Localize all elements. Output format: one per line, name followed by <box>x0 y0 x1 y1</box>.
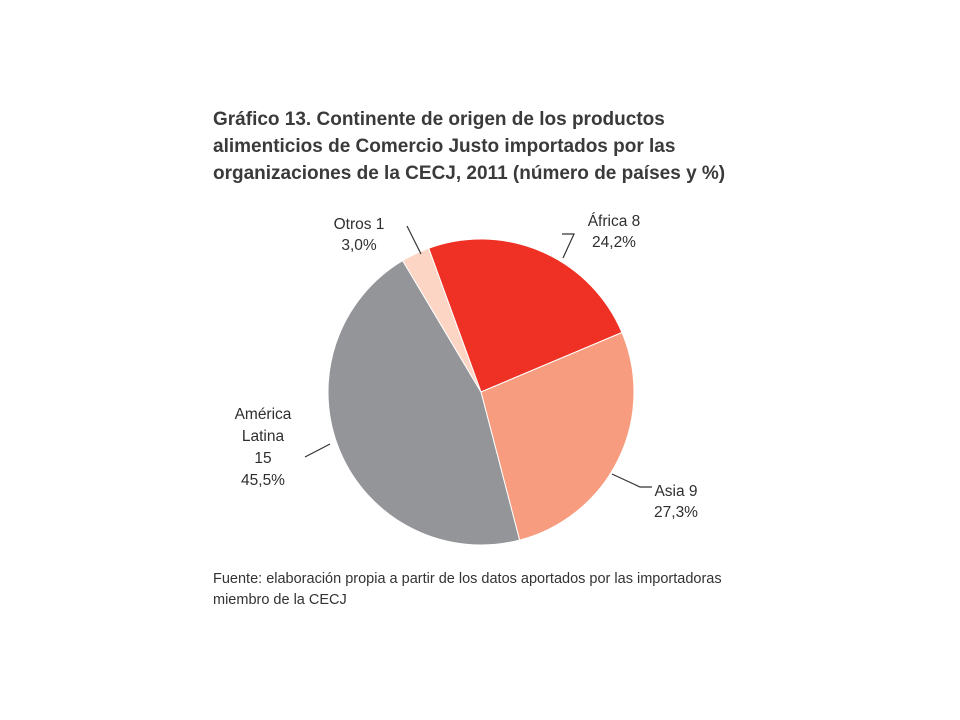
slice-label-line: 45,5% <box>241 472 285 489</box>
leader-line <box>304 443 331 458</box>
slice-label-line: Latina <box>242 428 285 445</box>
leader-line <box>406 225 422 255</box>
slice-label-line: Otros 1 <box>334 216 385 233</box>
slice-label-line: África 8 <box>588 213 641 230</box>
pie-slice-africa <box>428 238 623 393</box>
pie-slice-asia <box>480 331 635 541</box>
source-line: Fuente: elaboración propia a partir de l… <box>213 571 722 587</box>
chart-title-line: organizaciones de la CECJ, 2011 (número … <box>213 163 726 184</box>
leader-line <box>562 233 575 259</box>
slice-label-line: América <box>235 406 292 423</box>
pie-slice-america-latina <box>327 259 521 546</box>
slice-label-line: 27,3% <box>654 504 698 521</box>
chart-title-line: alimenticios de Comercio Justo importado… <box>213 136 676 157</box>
leader-line <box>611 473 652 488</box>
chart-title-line: Gráfico 13. Continente de origen de los … <box>213 109 665 130</box>
slice-label-line: 24,2% <box>592 234 636 251</box>
source-line: miembro de la CECJ <box>213 592 347 608</box>
slice-label-line: 3,0% <box>341 237 377 254</box>
slice-label: África 8 24,2% <box>588 213 641 251</box>
pie-slice-otros <box>401 247 482 393</box>
slice-label-line: 15 <box>254 450 271 467</box>
slice-label: América Latina 15 45,5% <box>235 406 292 489</box>
source-note: Fuente: elaboración propia a partir de l… <box>213 569 813 611</box>
slice-label: Otros 1 3,0% <box>334 216 385 254</box>
slice-label: Asia 9 27,3% <box>654 483 698 521</box>
chart-title: Gráfico 13. Continente de origen de los … <box>213 106 773 187</box>
slice-label-line: Asia 9 <box>654 483 697 500</box>
